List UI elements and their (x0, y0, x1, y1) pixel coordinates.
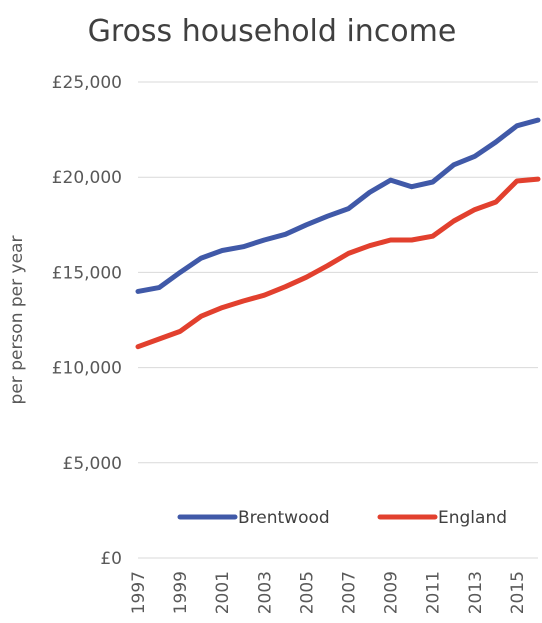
x-tick-label: 2013 (466, 571, 486, 614)
x-tick-label: 2007 (340, 571, 360, 614)
x-axis-ticks: 1997 1999 2001 2003 2005 2007 2009 2011 2013 2015 (129, 571, 528, 614)
legend-label: England (438, 508, 507, 528)
chart-title: Gross household income (88, 14, 457, 49)
x-tick-label: 2015 (508, 571, 528, 614)
series-line-brentwood (135, 117, 541, 294)
x-tick-label: 1997 (129, 571, 149, 614)
x-tick-label: 2009 (382, 571, 402, 614)
y-axis-ticks: £0 £5,000 £10,000 £15,000 £20,000 £25,000 (52, 73, 122, 569)
x-tick-label: 2003 (255, 571, 275, 614)
y-tick-label: £15,000 (52, 263, 122, 283)
x-tick-label: 1999 (171, 571, 191, 614)
y-tick-label: £5,000 (63, 454, 122, 474)
y-axis-label: per person per year (7, 236, 27, 405)
y-tick-label: £0 (100, 549, 122, 569)
y-tick-label: £25,000 (52, 73, 122, 93)
legend: Brentwood England (177, 508, 507, 528)
legend-label: Brentwood (238, 508, 330, 528)
x-tick-label: 2011 (424, 571, 444, 614)
gridlines (138, 81, 538, 559)
y-tick-label: £20,000 (52, 168, 122, 188)
x-tick-label: 2005 (297, 571, 317, 614)
y-tick-label: £10,000 (52, 359, 122, 379)
x-tick-label: 2001 (213, 571, 233, 614)
series-lines (135, 117, 541, 350)
series-line-england (135, 176, 541, 350)
